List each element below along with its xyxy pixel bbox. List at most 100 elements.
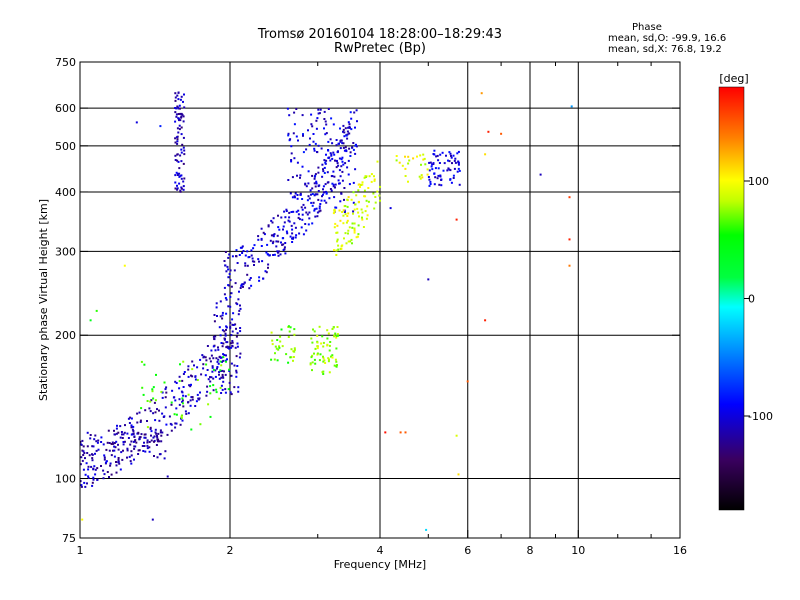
- data-point: [337, 164, 340, 167]
- data-point: [346, 219, 349, 222]
- data-point: [448, 151, 451, 154]
- data-point: [363, 176, 366, 179]
- data-point: [408, 159, 411, 162]
- data-point: [426, 168, 429, 171]
- data-point: [314, 347, 317, 350]
- data-point: [346, 205, 349, 208]
- data-point: [203, 355, 206, 358]
- data-point: [373, 178, 376, 181]
- data-point: [221, 311, 224, 314]
- data-point: [214, 369, 217, 372]
- data-point: [319, 203, 322, 205]
- x-tick-label: 6: [464, 544, 471, 557]
- data-point: [174, 426, 177, 429]
- data-point: [223, 337, 226, 340]
- data-point: [342, 124, 345, 127]
- data-point: [317, 112, 320, 115]
- data-point: [443, 162, 446, 165]
- data-point: [326, 329, 329, 332]
- data-point: [180, 177, 183, 180]
- data-point: [230, 292, 233, 295]
- data-point: [457, 161, 460, 164]
- data-point: [308, 143, 311, 146]
- data-point: [270, 219, 273, 222]
- data-point: [202, 363, 205, 366]
- data-point: [211, 366, 214, 369]
- data-point: [319, 108, 322, 111]
- data-point: [350, 198, 353, 201]
- data-point: [137, 449, 140, 452]
- data-point: [357, 233, 360, 236]
- data-point: [427, 278, 430, 281]
- data-point: [395, 155, 398, 157]
- data-point: [228, 347, 231, 350]
- data-point: [339, 200, 342, 203]
- data-point: [257, 238, 260, 241]
- data-point: [133, 436, 136, 438]
- data-point: [395, 159, 398, 162]
- data-point: [86, 431, 89, 434]
- data-point: [199, 358, 202, 361]
- data-point: [181, 414, 183, 417]
- data-point: [180, 160, 183, 163]
- data-point: [110, 443, 113, 445]
- data-point: [322, 360, 325, 363]
- data-point: [345, 221, 348, 224]
- data-point: [182, 185, 185, 188]
- data-point: [364, 175, 367, 178]
- data-point: [239, 330, 242, 333]
- data-point: [404, 155, 406, 158]
- data-point: [274, 345, 277, 348]
- data-point: [117, 443, 119, 446]
- data-point: [349, 155, 352, 157]
- data-point: [80, 485, 83, 488]
- data-point: [338, 169, 341, 172]
- data-point: [93, 438, 96, 441]
- data-point: [227, 256, 230, 259]
- data-point: [325, 201, 328, 204]
- data-point: [342, 222, 345, 225]
- data-point: [84, 473, 87, 476]
- data-point: [138, 449, 141, 452]
- data-point: [345, 242, 348, 245]
- data-point: [212, 384, 215, 387]
- grid-lines: [80, 62, 680, 538]
- data-point: [285, 208, 288, 211]
- data-point: [337, 142, 340, 145]
- data-point: [311, 187, 314, 190]
- data-point: [279, 340, 282, 343]
- data-point: [311, 361, 314, 364]
- data-point: [332, 151, 335, 154]
- data-point: [412, 157, 415, 160]
- data-point: [334, 358, 337, 361]
- data-point: [230, 285, 233, 288]
- data-point: [235, 302, 238, 305]
- data-point: [322, 345, 325, 348]
- data-point: [289, 356, 292, 359]
- data-point: [219, 356, 222, 359]
- data-point: [297, 216, 300, 219]
- data-point: [289, 138, 292, 141]
- data-point: [433, 149, 436, 152]
- data-point: [401, 164, 404, 167]
- data-point: [190, 428, 193, 431]
- data-point: [356, 207, 359, 210]
- data-point: [156, 434, 158, 437]
- data-point: [247, 256, 250, 259]
- data-point: [296, 174, 298, 177]
- data-point: [250, 284, 253, 287]
- data-point: [161, 412, 164, 415]
- data-point: [293, 347, 296, 350]
- data-point: [480, 92, 483, 95]
- data-point: [264, 270, 267, 273]
- data-point: [426, 173, 429, 176]
- data-point: [370, 173, 373, 176]
- data-point: [315, 180, 318, 183]
- data-point: [273, 233, 276, 236]
- data-point: [103, 473, 106, 476]
- data-point: [354, 203, 357, 206]
- data-point: [161, 391, 164, 394]
- data-point: [322, 357, 325, 360]
- data-point: [310, 113, 313, 116]
- data-point: [335, 144, 338, 147]
